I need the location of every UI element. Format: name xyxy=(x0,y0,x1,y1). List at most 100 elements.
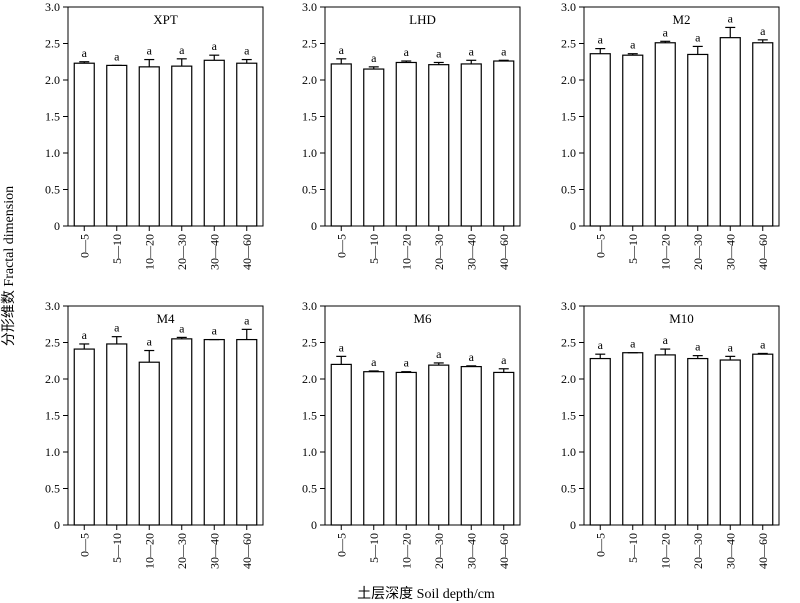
y-tick-label: 2.0 xyxy=(561,73,576,87)
significance-label: a xyxy=(212,39,218,53)
x-tick-label: 40—60 xyxy=(497,533,511,569)
significance-label: a xyxy=(147,44,153,58)
panel-title: M10 xyxy=(669,311,694,326)
bar xyxy=(236,338,258,526)
y-tick-label: 1.0 xyxy=(561,146,576,160)
chart-panel-lhd: 0 0.5 1.0 1.5 2.0 2.5 3.0 LHD a 0—5 a 5—10 a 10—20 a 20… xyxy=(302,0,521,270)
bar xyxy=(171,338,193,526)
y-tick-label: 0 xyxy=(54,219,60,233)
y-tick-label: 2.5 xyxy=(302,336,317,350)
significance-label: a xyxy=(147,335,153,349)
chart-panel-xpt: 0 0.5 1.0 1.5 2.0 2.5 3.0 XPT a 0—5 a 5—10 a 10—20 a 20… xyxy=(45,0,264,270)
y-tick-label: 1.5 xyxy=(561,409,576,423)
y-tick-label: 1.0 xyxy=(45,445,60,459)
significance-label: a xyxy=(695,340,701,354)
x-tick-label: 10—20 xyxy=(399,234,413,270)
y-tick-label: 2.0 xyxy=(45,73,60,87)
y-tick-label: 3.0 xyxy=(561,0,576,14)
y-tick-label: 3.0 xyxy=(561,299,576,313)
x-tick-label: 0—5 xyxy=(593,533,607,557)
y-tick-label: 0 xyxy=(311,219,317,233)
x-tick-label: 20—30 xyxy=(432,533,446,569)
bar xyxy=(138,66,160,227)
significance-label: a xyxy=(630,337,636,351)
x-tick-label: 20—30 xyxy=(691,533,705,569)
plot-frame xyxy=(583,6,780,227)
significance-label: a xyxy=(404,45,410,59)
bar xyxy=(395,371,417,526)
x-tick-label: 40—60 xyxy=(497,234,511,270)
x-tick-label: 30—40 xyxy=(464,234,478,270)
bar xyxy=(363,68,385,227)
bar xyxy=(138,361,160,526)
x-tick-label: 0—5 xyxy=(593,234,607,258)
panel-title: M4 xyxy=(156,311,175,326)
y-tick-label: 0.5 xyxy=(561,482,576,496)
y-tick-label: 3.0 xyxy=(302,0,317,14)
bar xyxy=(428,64,450,227)
x-tick-label: 10—20 xyxy=(658,533,672,569)
panel-title: M2 xyxy=(672,12,690,27)
x-tick-label: 40—60 xyxy=(756,533,770,569)
bar xyxy=(73,62,95,227)
x-tick-label: 30—40 xyxy=(207,234,221,270)
significance-label: a xyxy=(728,340,734,354)
y-tick-label: 0.5 xyxy=(45,183,60,197)
bar xyxy=(654,42,676,227)
x-tick-label: 5—10 xyxy=(367,234,381,264)
x-tick-label: 5—10 xyxy=(626,234,640,264)
y-tick-label: 2.5 xyxy=(561,37,576,51)
y-tick-label: 2.5 xyxy=(45,37,60,51)
significance-label: a xyxy=(436,347,442,361)
bar xyxy=(460,63,482,227)
x-tick-label: 0—5 xyxy=(77,234,91,258)
x-tick-label: 30—40 xyxy=(723,234,737,270)
significance-label: a xyxy=(82,46,88,60)
x-tick-label: 0—5 xyxy=(77,533,91,557)
y-tick-label: 1.5 xyxy=(302,409,317,423)
panel-title: XPT xyxy=(153,12,178,27)
significance-label: a xyxy=(501,44,507,58)
x-tick-label: 40—60 xyxy=(240,234,254,270)
significance-label: a xyxy=(695,30,701,44)
x-tick-label: 5—10 xyxy=(626,533,640,563)
significance-label: a xyxy=(244,313,250,327)
y-tick-label: 0.5 xyxy=(302,482,317,496)
bar xyxy=(106,343,128,526)
panel-title: LHD xyxy=(409,12,436,27)
plot-frame xyxy=(324,6,521,227)
significance-label: a xyxy=(501,353,507,367)
bar xyxy=(363,371,385,526)
significance-label: a xyxy=(728,11,734,25)
x-tick-label: 10—20 xyxy=(142,234,156,270)
x-tick-label: 20—30 xyxy=(175,234,189,270)
y-tick-label: 0 xyxy=(570,518,576,532)
significance-label: a xyxy=(663,333,669,347)
plot-frame xyxy=(67,6,264,227)
significance-label: a xyxy=(404,356,410,370)
bar xyxy=(752,353,774,526)
bar xyxy=(719,359,741,526)
significance-label: a xyxy=(212,324,218,338)
bar xyxy=(428,364,450,526)
y-tick-label: 3.0 xyxy=(45,299,60,313)
figure-y-axis-label: 分形维数 Fractal dimension xyxy=(1,186,17,346)
bar xyxy=(493,371,515,526)
plot-frame xyxy=(583,305,780,526)
y-tick-label: 1.5 xyxy=(302,110,317,124)
x-tick-label: 30—40 xyxy=(207,533,221,569)
x-tick-label: 40—60 xyxy=(756,234,770,270)
bar xyxy=(687,53,709,227)
y-tick-label: 0.5 xyxy=(302,183,317,197)
significance-label: a xyxy=(598,33,604,47)
significance-label: a xyxy=(469,44,475,58)
x-tick-label: 0—5 xyxy=(334,234,348,258)
y-tick-label: 2.5 xyxy=(302,37,317,51)
x-tick-label: 10—20 xyxy=(399,533,413,569)
bar xyxy=(106,64,128,227)
y-tick-label: 2.0 xyxy=(302,73,317,87)
y-tick-label: 2.0 xyxy=(45,372,60,386)
y-tick-label: 0.5 xyxy=(561,183,576,197)
bar xyxy=(687,357,709,526)
significance-label: a xyxy=(179,43,185,57)
